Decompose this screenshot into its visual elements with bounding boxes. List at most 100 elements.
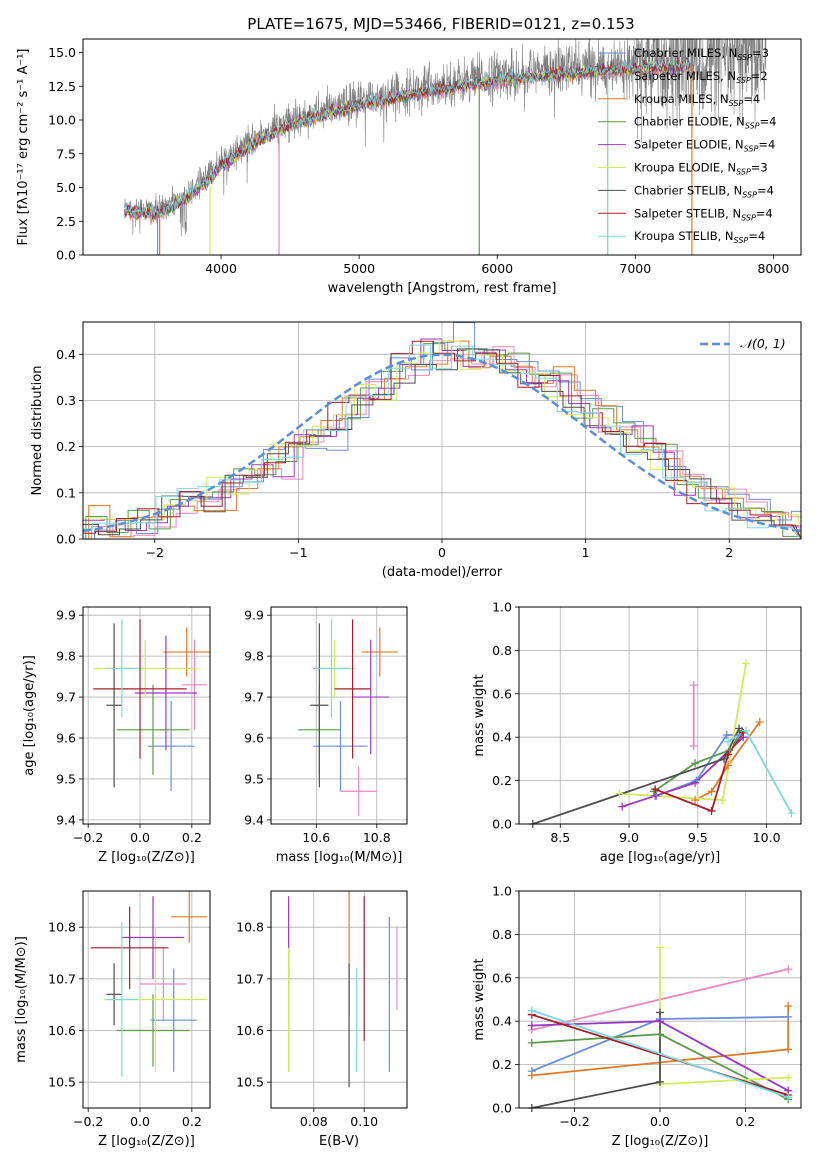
legend-entry-8: Kroupa STELIB, NSSP=4: [634, 229, 765, 245]
residuals-xtick-label: 0: [438, 545, 446, 560]
weight_vs_age-plot-area: [532, 663, 793, 824]
age_vs_mass-ytick-label: 9.6: [244, 731, 264, 746]
weight_vs_age-point-marker: [755, 718, 764, 727]
weight_vs_age-point-marker: [707, 787, 716, 796]
weight_vs_Z-series-line-5: [659, 947, 789, 1086]
spectrum-ytick-label: 7.5: [56, 146, 76, 161]
age_vs_Z-ytick-label: 9.6: [56, 731, 76, 746]
legend-count: =4: [757, 183, 774, 197]
weight_vs_Z-point-marker: [784, 1045, 793, 1054]
legend-entry-7: Salpeter STELIB, NSSP=4: [634, 206, 773, 222]
weight_vs_age-series-line-2: [694, 721, 761, 801]
mass_vs_Z-panel: −0.2 0.0 0.2 10.5 10.6 10.7 10.8 Z [log₁₀(Z/Z⊙)…: [14, 890, 211, 1149]
residuals-plot-area: [83, 322, 801, 539]
residual-histogram-3: [85, 343, 801, 539]
weight_vs_Z-ylabel: mass weight: [472, 958, 487, 1040]
residuals-frame: [82, 321, 802, 540]
mass_vs_Z-plot-area: [90, 891, 208, 1077]
spectrum-xtick-label: 5000: [343, 261, 375, 276]
weight_vs_Z-point-marker: [784, 1012, 793, 1021]
spectrum-xlabel: wavelength [Angstrom, rest frame]: [328, 281, 557, 296]
mass_vs_ebv-xtick-label: 0.08: [300, 1114, 328, 1129]
legend-count: =4: [758, 138, 775, 152]
weight_vs_age-ytick-label: 0.4: [492, 730, 512, 745]
mass_vs_ebv-ytick-label: 10.5: [236, 1075, 264, 1090]
mass_vs_ebv-xtick-label: 0.10: [350, 1114, 378, 1129]
weight_vs_age-point-marker: [741, 726, 750, 735]
residuals-xtick-label: 1: [582, 545, 590, 560]
spectrum-xtick-label: 6000: [481, 261, 513, 276]
legend-subscript: SSP: [745, 122, 760, 131]
legend-count: =2: [751, 69, 768, 83]
weight_vs_age-point-marker: [724, 737, 733, 746]
weight_vs_Z-point-marker: [656, 1008, 664, 1017]
legend-entry-4: Salpeter ELODIE, NSSP=4: [634, 138, 775, 154]
spectrum-ylabel: Flux [fλ10⁻¹⁷ erg cm⁻² s⁻¹ A⁻¹]: [16, 49, 31, 246]
weight_vs_Z-ytick-label: 0.2: [492, 1057, 512, 1072]
residuals-ytick-label: 0.3: [56, 393, 76, 408]
weight_vs_Z-point-marker: [784, 1093, 793, 1102]
mass_vs_Z-xtick-label: 0.2: [182, 1114, 202, 1129]
mass_vs_ebv-ytick-label: 10.6: [236, 1023, 264, 1038]
age_vs_mass-ytick-label: 9.8: [244, 649, 264, 664]
mass_vs_ebv-ytick-label: 10.8: [236, 920, 264, 935]
residuals-xtick-label: 2: [725, 545, 733, 560]
weight_vs_Z-xtick-label: 0.0: [650, 1114, 670, 1129]
legend-count: =4: [760, 115, 777, 129]
spectrum-ytick-label: 15.0: [48, 45, 76, 60]
mass_vs_Z-frame: [82, 890, 211, 1109]
residuals-ytick-label: 0.1: [56, 485, 76, 500]
spectrum-xtick-label: 7000: [619, 261, 651, 276]
weight_vs_age-xtick-label: 10.0: [753, 830, 781, 845]
weight_vs_age-point-marker: [615, 789, 624, 798]
age_vs_Z-panel: −0.2 0.0 0.2 9.4 9.5 9.6 9.7 9.8 9.9 Z [log₁₀(Z/Z…: [22, 606, 211, 865]
residuals-ytick-label: 0.2: [56, 439, 76, 454]
weight_vs_Z-point-marker: [784, 965, 793, 974]
weight_vs_Z-ytick-label: 1.0: [492, 884, 512, 899]
weight_vs_age-point-marker: [725, 746, 734, 755]
weight_vs_Z-series-line-8: [531, 1009, 789, 1099]
mass_vs_Z-xtick-label: −0.2: [73, 1114, 103, 1129]
legend-count: =4: [756, 206, 773, 220]
residuals-xlabel: (data-model)/error: [382, 565, 503, 580]
weight_vs_Z-ytick-label: 0.4: [492, 1014, 512, 1029]
weight_vs_age-xtick-label: 9.5: [688, 830, 708, 845]
weight_vs_Z-point-marker: [527, 1038, 536, 1047]
weight_vs_Z-point-marker: [656, 1077, 664, 1086]
residuals-legend: 𝒩(0, 1): [700, 336, 786, 351]
weight_vs_age-point-marker: [724, 761, 733, 770]
legend-subscript: SSP: [734, 236, 749, 245]
age_vs_mass-xtick-label: 10.6: [302, 830, 330, 845]
legend-count: =3: [752, 46, 769, 60]
legend-entry-0: Chabrier MILES, NSSP=3: [634, 46, 769, 62]
spectrum-ytick-label: 10.0: [48, 113, 76, 128]
spectrum-xtick-label: 8000: [757, 261, 789, 276]
age_vs_Z-xlabel: Z [log₁₀(Z/Z⊙)]: [98, 850, 195, 865]
age_vs_Z-ytick-label: 9.4: [56, 812, 76, 827]
weight_vs_Z-point-marker: [656, 943, 664, 952]
weight_vs_Z-ytick-label: 0.0: [492, 1101, 512, 1116]
weight_vs_Z-series-line-7: [531, 1013, 789, 1096]
spectrum-ytick-label: 2.5: [56, 214, 76, 229]
legend-count: =4: [743, 92, 760, 106]
spectrum-ytick-label: 0.0: [56, 248, 76, 263]
legend-subscript: SSP: [741, 213, 756, 222]
spectrum-ytick-label: 12.5: [48, 79, 76, 94]
weight_vs_Z-point-marker: [527, 1021, 536, 1030]
spectrum-xtick-label: 4000: [205, 261, 237, 276]
age_vs_mass-ytick-label: 9.7: [244, 690, 264, 705]
age_vs_Z-xtick-label: −0.2: [73, 830, 103, 845]
weight_vs_age-ytick-label: 0.0: [492, 817, 512, 832]
weight_vs_age-point-marker: [735, 724, 744, 733]
residual-histogram-7: [83, 340, 801, 539]
weight_vs_age-point-marker: [724, 750, 733, 759]
weight_vs_Z-point-marker: [656, 1017, 664, 1026]
spectrum-plot-area: [124, 39, 767, 255]
weight_vs_age-point-marker: [787, 809, 796, 818]
weight_vs_Z-point-marker: [527, 1071, 536, 1080]
legend-subscript: SSP: [729, 99, 744, 108]
weight_vs_age-frame: [518, 606, 802, 825]
weight_vs_age-xtick-label: 8.5: [550, 830, 570, 845]
residuals-ytick-label: 0.4: [56, 347, 76, 362]
